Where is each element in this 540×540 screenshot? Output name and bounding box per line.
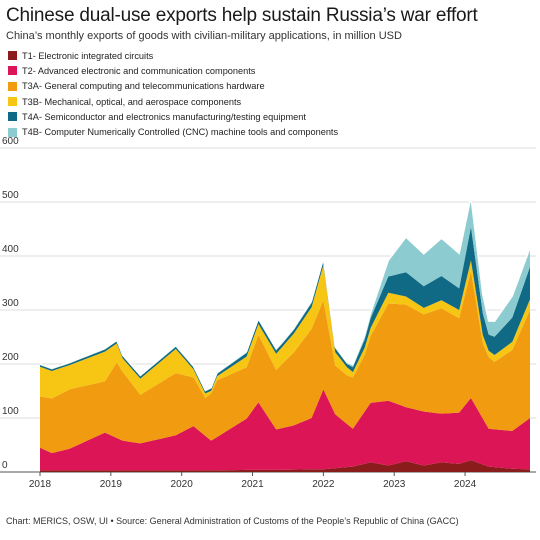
stacked-area-chart: 0 100 200 300 400 500 600 2018 2019 2020 2021 2022 2…	[0, 136, 536, 490]
x-tick-label: 2020	[171, 479, 194, 490]
y-tick-label: 500	[2, 190, 19, 201]
legend-swatch	[8, 66, 17, 76]
x-tick-label: 2021	[241, 479, 264, 490]
y-tick-label: 100	[2, 406, 19, 417]
y-tick-label: 0	[2, 460, 8, 471]
legend-label: T4B- Computer Numerically Controlled (CN…	[22, 127, 339, 138]
legend-swatch	[8, 51, 17, 61]
area-series	[40, 197, 530, 392]
total-outline	[39, 196, 531, 392]
x-tick-label: 2022	[312, 479, 335, 490]
legend-label: T3B- Mechanical, optical, and aerospace …	[22, 96, 242, 107]
area-series	[40, 260, 530, 399]
legend-item: T4A- Semiconductor and electronics manuf…	[8, 109, 338, 124]
x-tick-label: 2024	[454, 479, 477, 490]
y-tick-label: 600	[2, 136, 19, 147]
legend-item: T2- Advanced electronic and communicatio…	[8, 63, 338, 78]
legend-swatch	[8, 97, 17, 107]
area-series	[40, 460, 530, 472]
area-series	[40, 271, 530, 454]
y-tick-label: 200	[2, 352, 19, 363]
y-tick-label: 300	[2, 298, 19, 309]
chart-title: Chinese dual-use exports help sustain Ru…	[6, 5, 478, 26]
legend-label: T2- Advanced electronic and communicatio…	[22, 65, 256, 76]
legend-label: T4A- Semiconductor and electronics manuf…	[22, 111, 306, 122]
area-series	[40, 389, 530, 471]
y-tick-label: 400	[2, 244, 19, 255]
chart-subtitle: China’s monthly exports of goods with ci…	[6, 30, 402, 42]
legend-item: T1- Electronic integrated circuits	[8, 48, 338, 63]
chart-legend: T1- Electronic integrated circuits T2- Ad…	[8, 48, 338, 140]
legend-swatch	[8, 112, 17, 122]
legend-swatch	[8, 127, 17, 137]
legend-item: T4B- Computer Numerically Controlled (CN…	[8, 124, 338, 139]
legend-item: T3A- General computing and telecommunica…	[8, 79, 338, 94]
legend-label: T1- Electronic integrated circuits	[22, 50, 154, 61]
legend-item: T3B- Mechanical, optical, and aerospace …	[8, 94, 338, 109]
x-tick-label: 2023	[383, 479, 406, 490]
legend-swatch	[8, 81, 17, 91]
x-tick-label: 2018	[29, 479, 52, 490]
chart-source: Chart: MERICS, OSW, UI • Source: General…	[6, 516, 459, 526]
legend-label: T3A- General computing and telecommunica…	[22, 81, 265, 92]
x-tick-label: 2019	[100, 479, 123, 490]
